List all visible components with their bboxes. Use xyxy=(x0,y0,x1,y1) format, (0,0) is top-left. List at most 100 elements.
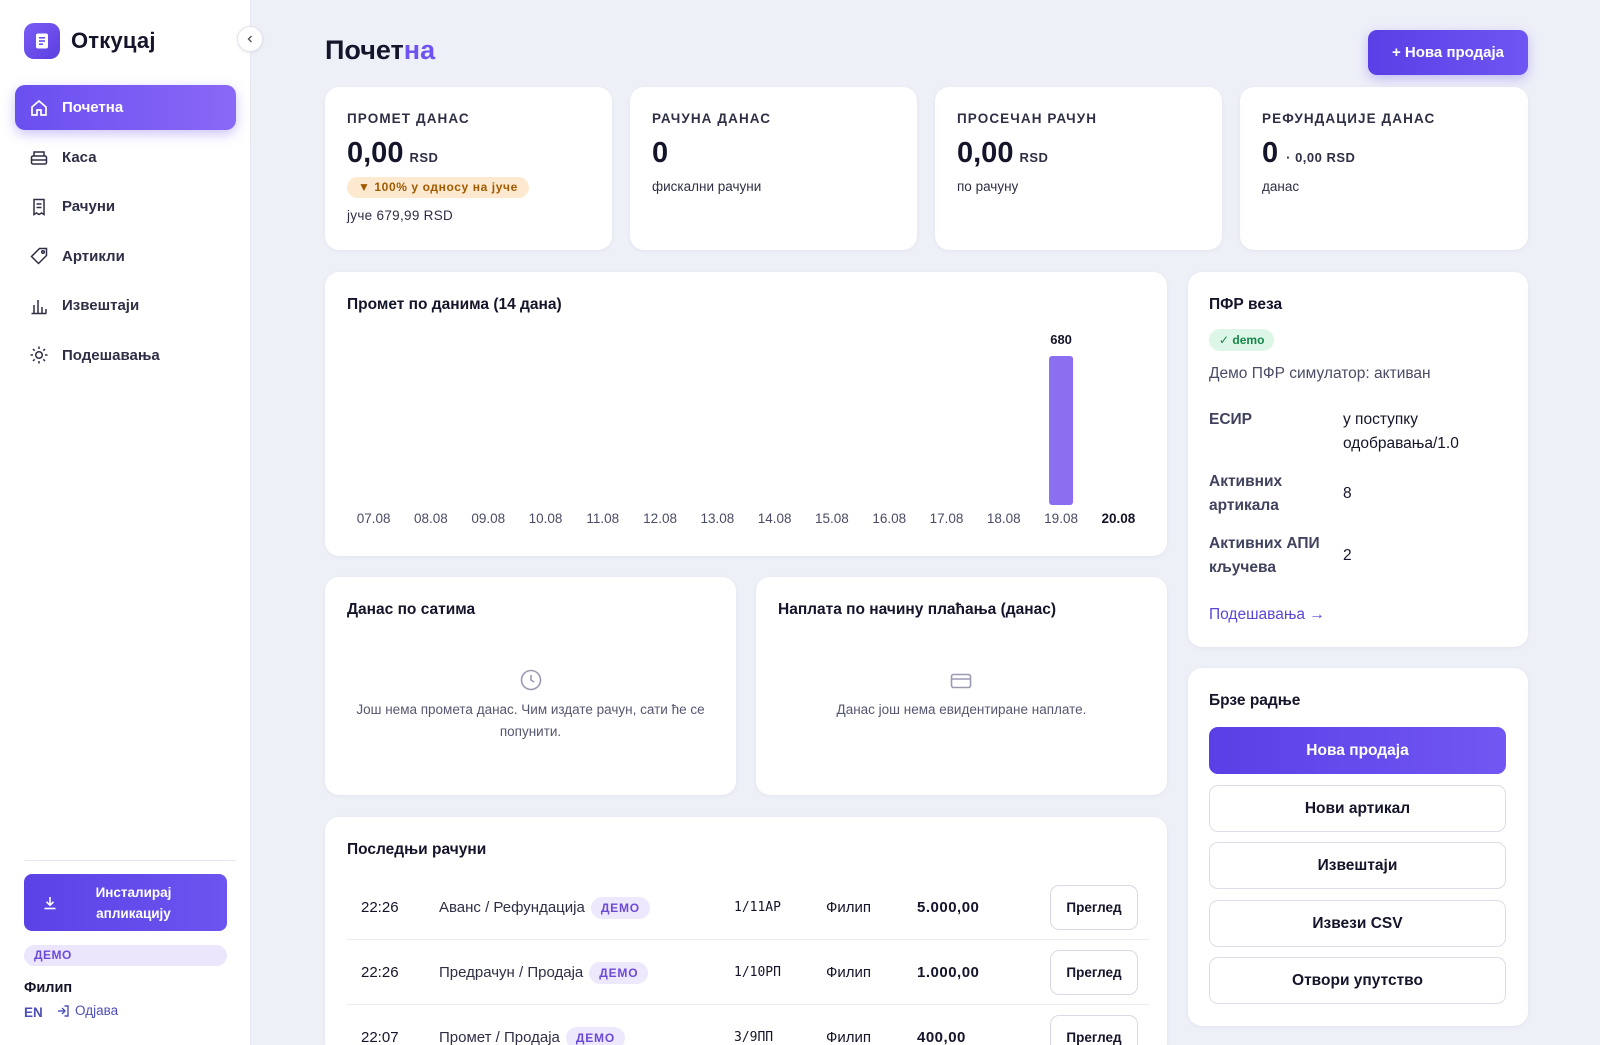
chart-x-tick-label: 19.08 xyxy=(1044,511,1078,526)
app-logo-icon xyxy=(24,23,60,59)
payments-empty-text: Данас још нема евидентиране наплате. xyxy=(836,702,1087,717)
active-api-keys-label: Активних АПИ кључева xyxy=(1209,535,1320,576)
stat-card-average: ПРОСЕЧАН РАЧУН 0,00 RSD по рачуну xyxy=(935,87,1222,250)
language-switch[interactable]: EN xyxy=(24,1005,43,1020)
chart-x-tick-label: 09.08 xyxy=(471,511,505,526)
receipt-amount: 400,00 xyxy=(917,1029,966,1045)
sidebar-nav: Почетна Каса Рачуни Артикли Извештаји xyxy=(15,85,236,382)
receipt-number: 1/11АР xyxy=(734,900,781,915)
stat-card-refunds: РЕФУНДАЦИЈЕ ДАНАС 0 · 0,00 RSD данас xyxy=(1240,87,1528,250)
chart-x-tick-label: 07.08 xyxy=(357,511,391,526)
table-row: 22:07 Промет / Продаја ДЕМО 3/9ПП Филип 4… xyxy=(347,1005,1149,1045)
pfr-connection-card: ПФР веза ✓ demo Демо ПФР симулатор: акти… xyxy=(1188,272,1528,647)
hourly-card: Данас по сатима Још нема промета данас. … xyxy=(325,577,736,795)
chart-x-tick-label: 15.08 xyxy=(815,511,849,526)
app-name: Откуцај xyxy=(71,28,156,53)
receipt-type: Предрачун / Продаја ДЕМО xyxy=(439,940,649,1005)
turnover-bar-chart: 07.08 08.08 09.08 10.08 11.08 12.08 13.08 14.08… xyxy=(357,332,1136,526)
receipt-amount: 5.000,00 xyxy=(917,899,980,916)
chart-x-tick-label: 20.08 xyxy=(1101,511,1135,526)
sidebar-item-label: Почетна xyxy=(62,99,124,116)
sidebar-item-reports[interactable]: Извештаји xyxy=(15,283,236,328)
register-icon xyxy=(29,147,49,167)
collapse-sidebar-button[interactable] xyxy=(237,26,263,52)
stat-value: 0,00 RSD xyxy=(347,137,439,169)
chart-bar-19.08 xyxy=(1049,356,1074,505)
sidebar-item-label: Каса xyxy=(62,148,97,166)
sidebar-divider xyxy=(24,860,236,861)
quick-export-csv-button[interactable]: Извези CSV xyxy=(1209,900,1506,947)
home-icon xyxy=(29,98,49,118)
table-row: 22:26 Предрачун / Продаја ДЕМО 1/10РП Фил… xyxy=(347,940,1149,1005)
sidebar-item-label: Рачуни xyxy=(62,198,116,215)
quick-actions-title: Брзе радње xyxy=(1209,692,1301,709)
new-sale-button[interactable]: + Нова продаја xyxy=(1368,30,1528,75)
demo-badge: ДЕМО xyxy=(24,945,227,966)
active-items-value: 8 xyxy=(1343,485,1352,502)
receipt-icon xyxy=(29,197,49,217)
clock-icon xyxy=(519,668,543,697)
install-app-button[interactable]: Инсталирај апликацију xyxy=(24,874,227,931)
quick-open-manual-button[interactable]: Отвори упутство xyxy=(1209,957,1506,1004)
chart-x-tick-label: 14.08 xyxy=(758,511,792,526)
hourly-title: Данас по сатима xyxy=(347,601,476,618)
sidebar-item-label: Подешавања xyxy=(62,346,160,364)
chart-x-tick-label: 08.08 xyxy=(414,511,448,526)
stat-value: 0 · 0,00 RSD xyxy=(1262,137,1356,169)
sidebar-item-receipts[interactable]: Рачуни xyxy=(15,184,236,229)
trend-down-badge: ▼ 100% у односу на јуче xyxy=(347,177,529,198)
chart-x-tick-label: 18.08 xyxy=(987,511,1021,526)
chart-x-tick-label: 10.08 xyxy=(529,511,563,526)
sun-gear-icon xyxy=(29,345,49,365)
hourly-empty-text: Још нема промета данас. Чим издате рачун… xyxy=(356,702,705,739)
logout-icon xyxy=(56,1004,70,1018)
bar-chart-icon xyxy=(29,296,49,316)
stat-sub: јуче 679,99 RSD xyxy=(347,208,454,223)
chart-x-tick-label: 11.08 xyxy=(586,511,619,526)
receipt-user: Филип xyxy=(826,899,872,916)
stat-label: РАЧУНА ДАНАС xyxy=(652,111,772,126)
chart-x-tick-label: 16.08 xyxy=(872,511,906,526)
stat-value: 0 xyxy=(652,137,669,169)
chart-data-label: 680 xyxy=(1050,332,1072,347)
quick-new-sale-button[interactable]: Нова продаја xyxy=(1209,727,1506,774)
payments-title: Наплата по начину плаћања (данас) xyxy=(778,601,1056,618)
quick-new-item-button[interactable]: Нови артикал xyxy=(1209,785,1506,832)
sidebar: Откуцај Почетна Каса Рачуни Артикли xyxy=(0,0,251,1045)
chart-x-tick-label: 17.08 xyxy=(930,511,964,526)
stat-label: ПРОМЕТ ДАНАС xyxy=(347,111,470,126)
view-receipt-button[interactable]: Преглед xyxy=(1050,1015,1138,1045)
chart-title: Промет по данима (14 дана) xyxy=(347,296,562,313)
logout-link[interactable]: Одјава xyxy=(56,1003,118,1018)
stat-sub: данас xyxy=(1262,179,1300,194)
stat-label: РЕФУНДАЦИЈЕ ДАНАС xyxy=(1262,111,1436,126)
quick-reports-button[interactable]: Извештаји xyxy=(1209,842,1506,889)
esir-label: ЕСИР xyxy=(1209,411,1253,428)
chevron-left-icon xyxy=(245,34,255,44)
settings-link[interactable]: Подешавања → xyxy=(1209,606,1325,623)
view-receipt-button[interactable]: Преглед xyxy=(1050,950,1138,995)
pfr-title: ПФР веза xyxy=(1209,296,1283,313)
brand[interactable]: Откуцај xyxy=(24,23,156,59)
tag-icon xyxy=(29,246,49,266)
stat-card-receipts: РАЧУНА ДАНАС 0 фискални рачуни xyxy=(630,87,917,250)
receipt-time: 22:26 xyxy=(361,964,399,981)
view-receipt-button[interactable]: Преглед xyxy=(1050,885,1138,930)
receipt-time: 22:26 xyxy=(361,899,399,916)
sidebar-item-settings[interactable]: Подешавања xyxy=(15,333,236,378)
stat-card-turnover: ПРОМЕТ ДАНАС 0,00 RSD ▼ 100% у односу на … xyxy=(325,87,612,250)
receipt-user: Филип xyxy=(826,1029,872,1045)
demo-badge: ДЕМО xyxy=(590,896,650,919)
sidebar-item-home[interactable]: Почетна xyxy=(15,85,236,130)
stat-value: 0,00 RSD xyxy=(957,137,1049,169)
pfr-status: Демо ПФР симулатор: активан xyxy=(1209,365,1431,382)
payments-card: Наплата по начину плаћања (данас) Данас … xyxy=(756,577,1167,795)
receipt-type: Аванс / Рефундација ДЕМО xyxy=(439,875,650,940)
sidebar-item-register[interactable]: Каса xyxy=(15,135,236,180)
turnover-chart-card: Промет по данима (14 дана) 07.08 08.08 09.… xyxy=(325,272,1167,556)
stat-sub: по рачуну xyxy=(957,179,1019,194)
receipt-user: Филип xyxy=(826,964,872,981)
receipts-title: Последњи рачуни xyxy=(347,841,487,858)
active-api-keys-value: 2 xyxy=(1343,547,1352,564)
sidebar-item-items[interactable]: Артикли xyxy=(15,234,236,279)
